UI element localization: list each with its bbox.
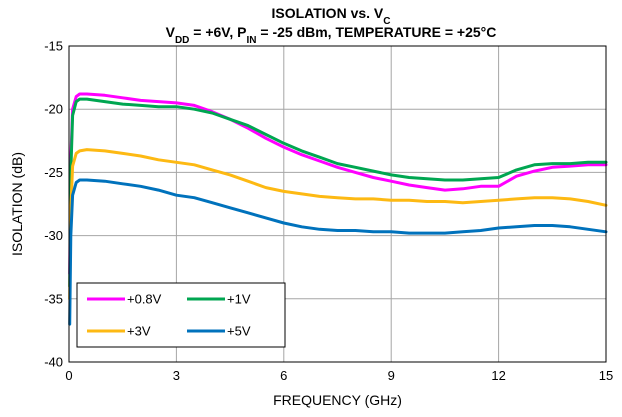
y-tick-label: -15 [44, 39, 63, 54]
tick-labels: 0 3 6 9 12 15 -40 -35 -30 -25 -20 -15 [44, 39, 613, 384]
series-line-2 [68, 148, 608, 301]
y-tick-label: -40 [44, 355, 63, 370]
y-axis-title: ISOLATION (dB) [9, 152, 25, 256]
y-tick-label: -20 [44, 102, 63, 117]
x-tick-label: 9 [388, 368, 395, 383]
x-axis-title: FREQUENCY (GHz) [273, 392, 402, 408]
subtitle-part-rest: = -25 dBm, TEMPERATURE = +25°C [256, 24, 496, 40]
x-tick-label: 0 [65, 368, 72, 383]
legend-label: +0.8V [127, 292, 162, 307]
legend: +0.8V +1V +3V +5V [76, 282, 286, 348]
x-tick-label: 3 [173, 368, 180, 383]
legend-label: +3V [127, 324, 151, 339]
chart-title-subscript: C [383, 16, 390, 27]
legend-label: +5V [227, 324, 251, 339]
series-lines [68, 92, 608, 326]
y-tick-label: -30 [44, 228, 63, 243]
x-tick-label: 15 [599, 368, 613, 383]
legend-box [76, 282, 286, 348]
subtitle-part-vdd-v: V [166, 24, 176, 40]
series-line-0 [68, 92, 608, 275]
x-tick-label: 12 [491, 368, 505, 383]
subtitle-part-vdd-sub: DD [175, 35, 189, 46]
y-tick-label: -35 [44, 291, 63, 306]
y-tick-label: -25 [44, 165, 63, 180]
series-line-1 [68, 97, 608, 288]
legend-label: +1V [227, 292, 251, 307]
subtitle-part-pin-sub: IN [246, 35, 256, 46]
chart-title-main: ISOLATION vs. V [272, 5, 384, 21]
chart-title: ISOLATION vs. VC [272, 5, 391, 27]
chart-subtitle: VDD = +6V, PIN = -25 dBm, TEMPERATURE = … [166, 24, 497, 46]
x-tick-label: 6 [280, 368, 287, 383]
subtitle-part-pin-p: = +6V, P [189, 24, 246, 40]
plot-area-frame [68, 45, 607, 363]
series-line-3 [68, 178, 608, 326]
